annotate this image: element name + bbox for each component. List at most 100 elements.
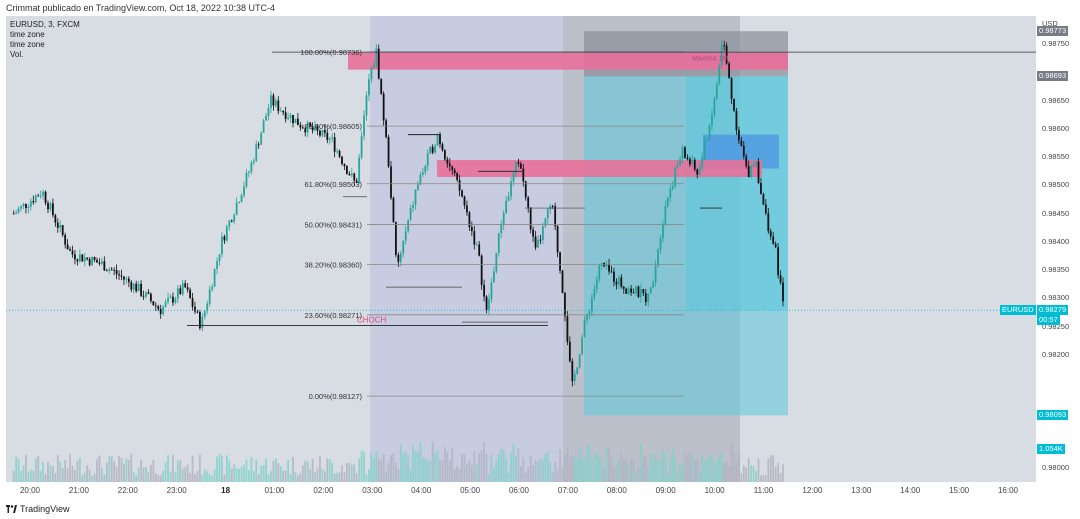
volume-bar: [137, 467, 140, 482]
volume-bar: [20, 470, 22, 482]
price-axis[interactable]: USD: [1036, 16, 1080, 482]
volume-bar: [725, 462, 728, 482]
volume-bar: [429, 461, 432, 482]
candle-body: [395, 222, 397, 255]
volume-bar: [412, 445, 414, 482]
candle-body: [279, 110, 282, 112]
legend-indicator-2[interactable]: time zone: [10, 40, 45, 49]
volume-bar: [218, 454, 221, 482]
fib-label: 61.80%(0.98503): [304, 180, 362, 189]
candle-body: [199, 311, 201, 329]
volume-bar: [735, 461, 738, 482]
candle-body: [524, 181, 527, 198]
candle-body: [240, 195, 243, 202]
candle-body: [382, 93, 385, 121]
volume-bar: [434, 452, 436, 482]
volume-bar: [532, 464, 534, 482]
candle-body: [725, 45, 728, 64]
volume-bar: [733, 452, 735, 482]
candle-body: [47, 202, 49, 210]
candle-body: [444, 150, 446, 160]
candle-body: [397, 254, 400, 262]
volume-bar: [115, 466, 118, 482]
volume-bar: [414, 450, 417, 482]
candle-body: [502, 213, 505, 225]
candle-body: [453, 169, 456, 174]
candle-body: [679, 159, 681, 166]
candle-body: [225, 226, 228, 241]
volume-bar: [284, 470, 287, 482]
volume-bar: [693, 460, 696, 482]
candle-body: [314, 125, 316, 131]
candle-body: [542, 226, 544, 241]
volume-bar: [311, 459, 314, 482]
candle-body: [657, 249, 659, 266]
volume-bar: [127, 460, 130, 482]
volume-bar: [221, 455, 223, 482]
volume-bar: [42, 461, 44, 482]
price-tick-label: 0.98750: [1042, 39, 1070, 49]
volume-bar: [764, 474, 767, 482]
candle-body: [267, 108, 270, 116]
currency-label: USD: [1042, 19, 1058, 28]
candle-body: [586, 315, 588, 320]
candle-body: [176, 288, 179, 299]
volume-bar: [91, 475, 93, 482]
volume-bar: [478, 453, 481, 482]
time-tick-label: 21:00: [68, 486, 89, 495]
volume-bar: [649, 454, 652, 482]
volume-bar: [488, 474, 490, 482]
volume-bar: [666, 475, 669, 482]
candle-body: [333, 137, 336, 152]
candle-body: [341, 156, 343, 164]
symbol-title[interactable]: EURUSD, 3, FXCM: [10, 20, 80, 29]
volume-bar: [363, 451, 365, 482]
volume-bar: [39, 470, 42, 482]
volume-bar: [47, 461, 49, 482]
candle-body: [233, 214, 236, 222]
volume-bar: [147, 472, 150, 482]
volume-bar: [164, 462, 167, 482]
volume-bar: [706, 460, 708, 482]
volume-bar: [421, 457, 424, 482]
volume-bar: [323, 471, 326, 482]
candle-body: [228, 220, 231, 227]
volume-bar: [243, 464, 245, 482]
candle-body: [81, 254, 84, 262]
volume-bar: [86, 465, 89, 482]
candle-body: [252, 160, 255, 163]
volume-bar: [186, 464, 189, 482]
volume-bar: [407, 457, 410, 482]
candle-body: [659, 238, 662, 250]
legend-indicator-1[interactable]: time zone: [10, 30, 45, 39]
volume-bar: [245, 459, 248, 482]
time-axis[interactable]: [6, 482, 1036, 500]
candle-body: [583, 319, 586, 338]
volume-bar: [395, 463, 397, 482]
candle-body: [181, 283, 184, 295]
candle-body: [720, 45, 723, 66]
volume-bar: [451, 448, 454, 482]
candle-body: [782, 282, 784, 302]
candle-body: [172, 296, 174, 303]
candle-body: [270, 95, 272, 109]
candle-body: [608, 264, 610, 272]
candle-body: [510, 181, 512, 197]
volume-bar: [495, 460, 498, 482]
volume-bar: [29, 469, 32, 482]
candle-body: [475, 244, 478, 246]
volume-bar: [88, 469, 91, 482]
volume-bar: [194, 474, 196, 482]
volume-bar: [154, 473, 157, 482]
volume-bar: [346, 463, 348, 482]
volume-bar: [760, 475, 762, 482]
time-tick-label: 02:00: [313, 486, 334, 495]
candle-body: [145, 292, 147, 297]
volume-bar: [483, 441, 485, 482]
candle-body: [529, 207, 532, 230]
volume-bar: [657, 459, 659, 482]
volume-bar: [358, 458, 361, 482]
candle-body: [390, 166, 392, 198]
legend-indicator-3[interactable]: Vol.: [10, 50, 24, 59]
